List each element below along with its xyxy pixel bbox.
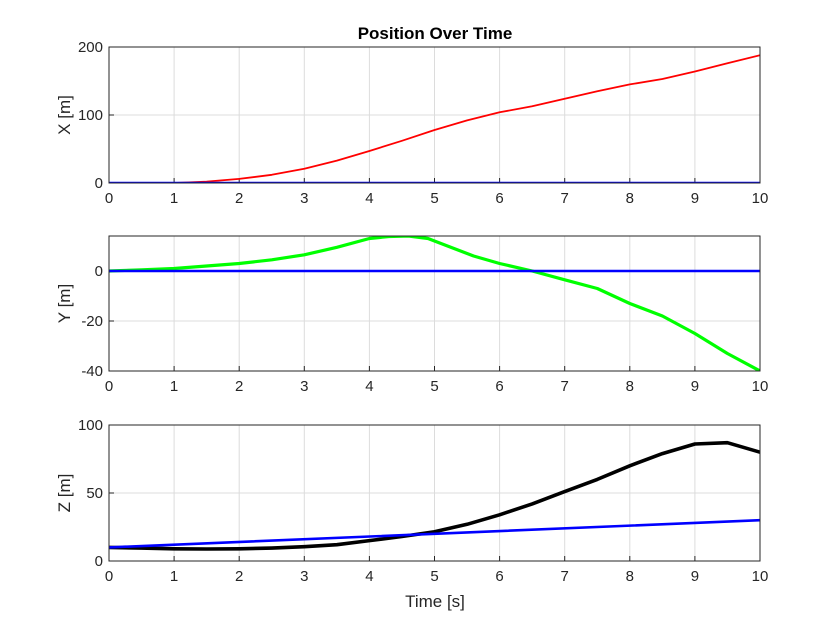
x-tick-label: 6	[495, 568, 503, 585]
x-tick-label: 2	[235, 190, 243, 207]
x-tick-label: 8	[626, 190, 634, 207]
x-tick-label: 8	[626, 568, 634, 585]
x-tick-label: 3	[300, 568, 308, 585]
series-line-1	[109, 54, 760, 183]
axes-frame	[108, 46, 761, 184]
x-tick-label: 3	[300, 378, 308, 395]
y-tick-label: 0	[95, 553, 103, 570]
y-tick-label: -40	[81, 363, 103, 380]
chart-title: Position Over Time	[358, 24, 513, 43]
y-axis-label: Z [m]	[55, 474, 74, 513]
axes-frame	[108, 235, 761, 372]
x-tick-label: 0	[105, 378, 113, 395]
x-tick-label: 5	[430, 190, 438, 207]
x-tick-label: 9	[691, 190, 699, 207]
axes-frame	[108, 424, 761, 562]
x-tick-label: 8	[626, 378, 634, 395]
y-tick-label: 100	[78, 107, 103, 124]
subplot-2: 0 1 2 3 4 5 6 7 8 9 10 -40 -20 0 Y [m]	[55, 235, 769, 395]
y-tick-label: 0	[95, 263, 103, 280]
y-tick-label: -20	[81, 313, 103, 330]
x-tick-label: 1	[170, 378, 178, 395]
x-tick-label: 4	[365, 190, 373, 207]
x-tick-label: 5	[430, 568, 438, 585]
y-tick-label: 0	[95, 175, 103, 192]
x-tick-label: 1	[170, 568, 178, 585]
x-tick-label: 7	[561, 378, 569, 395]
x-tick-label: 9	[691, 378, 699, 395]
x-tick-label: 7	[561, 190, 569, 207]
y-axis-label: Y [m]	[55, 284, 74, 323]
series-line-1	[109, 440, 760, 551]
series-line-2	[109, 518, 760, 549]
x-tick-label: 9	[691, 568, 699, 585]
x-tick-label: 10	[752, 568, 769, 585]
x-tick-label: 2	[235, 568, 243, 585]
x-tick-label: 0	[105, 568, 113, 585]
x-tick-label: 3	[300, 190, 308, 207]
x-tick-label: 6	[495, 190, 503, 207]
x-tick-label: 6	[495, 378, 503, 395]
x-tick-label: 10	[752, 190, 769, 207]
x-tick-label: 5	[430, 378, 438, 395]
y-tick-label: 200	[78, 39, 103, 56]
x-tick-label: 10	[752, 378, 769, 395]
x-axis-label: Time [s]	[405, 592, 465, 611]
y-axis-label: X [m]	[55, 95, 74, 135]
series-line-1	[109, 236, 760, 371]
x-tick-label: 7	[561, 568, 569, 585]
y-tick-label: 50	[86, 485, 103, 502]
y-tick-label: 100	[78, 417, 103, 434]
x-tick-label: 1	[170, 190, 178, 207]
x-tick-label: 2	[235, 378, 243, 395]
x-tick-label: 4	[365, 568, 373, 585]
x-tick-label: 4	[365, 378, 373, 395]
x-tick-label: 0	[105, 190, 113, 207]
